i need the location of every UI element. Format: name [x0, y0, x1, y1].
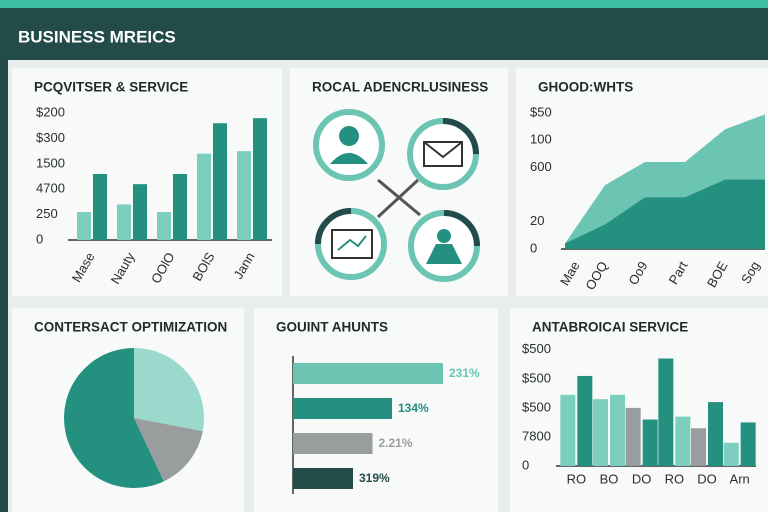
bar	[157, 212, 171, 240]
bar	[77, 212, 91, 240]
bar	[560, 394, 576, 466]
y-tick-label: 0	[522, 457, 529, 472]
y-tick-label: 0	[36, 231, 43, 246]
bar	[253, 118, 267, 240]
panel-title: ROCAL ADENCRLUSINESS	[312, 80, 488, 95]
y-tick-label: $500	[522, 370, 551, 385]
bar	[675, 416, 691, 466]
bar	[577, 375, 593, 466]
header-title: BUSINESS MREICS	[18, 27, 176, 46]
bar	[723, 442, 739, 466]
y-tick-label: $300	[36, 130, 65, 145]
bar	[293, 468, 353, 489]
panel-title: GOUINT AHUNTS	[276, 320, 388, 335]
panel-title: ANTABROICAI SERVICE	[532, 320, 688, 335]
bar	[658, 358, 674, 466]
bar	[708, 402, 723, 466]
x-tick-label: Arn	[730, 471, 750, 486]
bar	[197, 153, 211, 240]
x-tick-label: DO	[632, 471, 652, 486]
area	[565, 179, 765, 249]
header-bar	[0, 8, 768, 60]
panel-title: CONTERSACT OPTIMIZATION	[34, 320, 227, 335]
panel-title: PCQVITSER & SERVICE	[34, 80, 188, 95]
bar	[213, 123, 227, 240]
pie-slice	[134, 348, 205, 432]
bar	[173, 174, 187, 240]
y-tick-label: 7800	[522, 428, 551, 443]
x-tick-label: RO	[567, 471, 587, 486]
pie-slice	[134, 418, 203, 482]
bar	[610, 394, 625, 466]
y-tick-label: 600	[530, 159, 552, 174]
bar-label: 134%	[398, 401, 429, 415]
bar-label: 2.21%	[379, 436, 413, 450]
x-tick-label: RO	[665, 471, 685, 486]
y-tick-label: 1500	[36, 155, 65, 170]
bar-label: 231%	[449, 366, 480, 380]
bar	[293, 398, 392, 419]
top-stripe	[0, 0, 768, 8]
y-tick-label: $50	[530, 104, 552, 119]
y-tick-label: 100	[530, 132, 552, 147]
y-tick-label: $500	[522, 399, 551, 414]
bar	[237, 151, 251, 240]
y-tick-label: 20	[530, 213, 544, 228]
bar	[642, 419, 658, 466]
y-tick-label: 4700	[36, 181, 65, 196]
y-tick-label: 250	[36, 206, 58, 221]
pie-slice	[63, 348, 164, 488]
bar	[293, 433, 373, 454]
bar-label: 319%	[359, 471, 390, 485]
bar	[691, 428, 706, 466]
x-tick-label: BO	[600, 471, 619, 486]
bar	[740, 422, 756, 466]
y-tick-label: $200	[36, 105, 65, 120]
bar	[133, 184, 147, 240]
network-diagram	[313, 109, 480, 282]
bar	[117, 204, 131, 240]
bar	[93, 174, 107, 240]
y-tick-label: $500	[522, 341, 551, 356]
bar	[593, 399, 608, 466]
panel-title: GHOOD:WHTS	[538, 80, 633, 95]
x-tick-label: DO	[697, 471, 717, 486]
y-tick-label: 0	[530, 240, 537, 255]
bar	[293, 363, 443, 384]
bar	[625, 407, 641, 466]
